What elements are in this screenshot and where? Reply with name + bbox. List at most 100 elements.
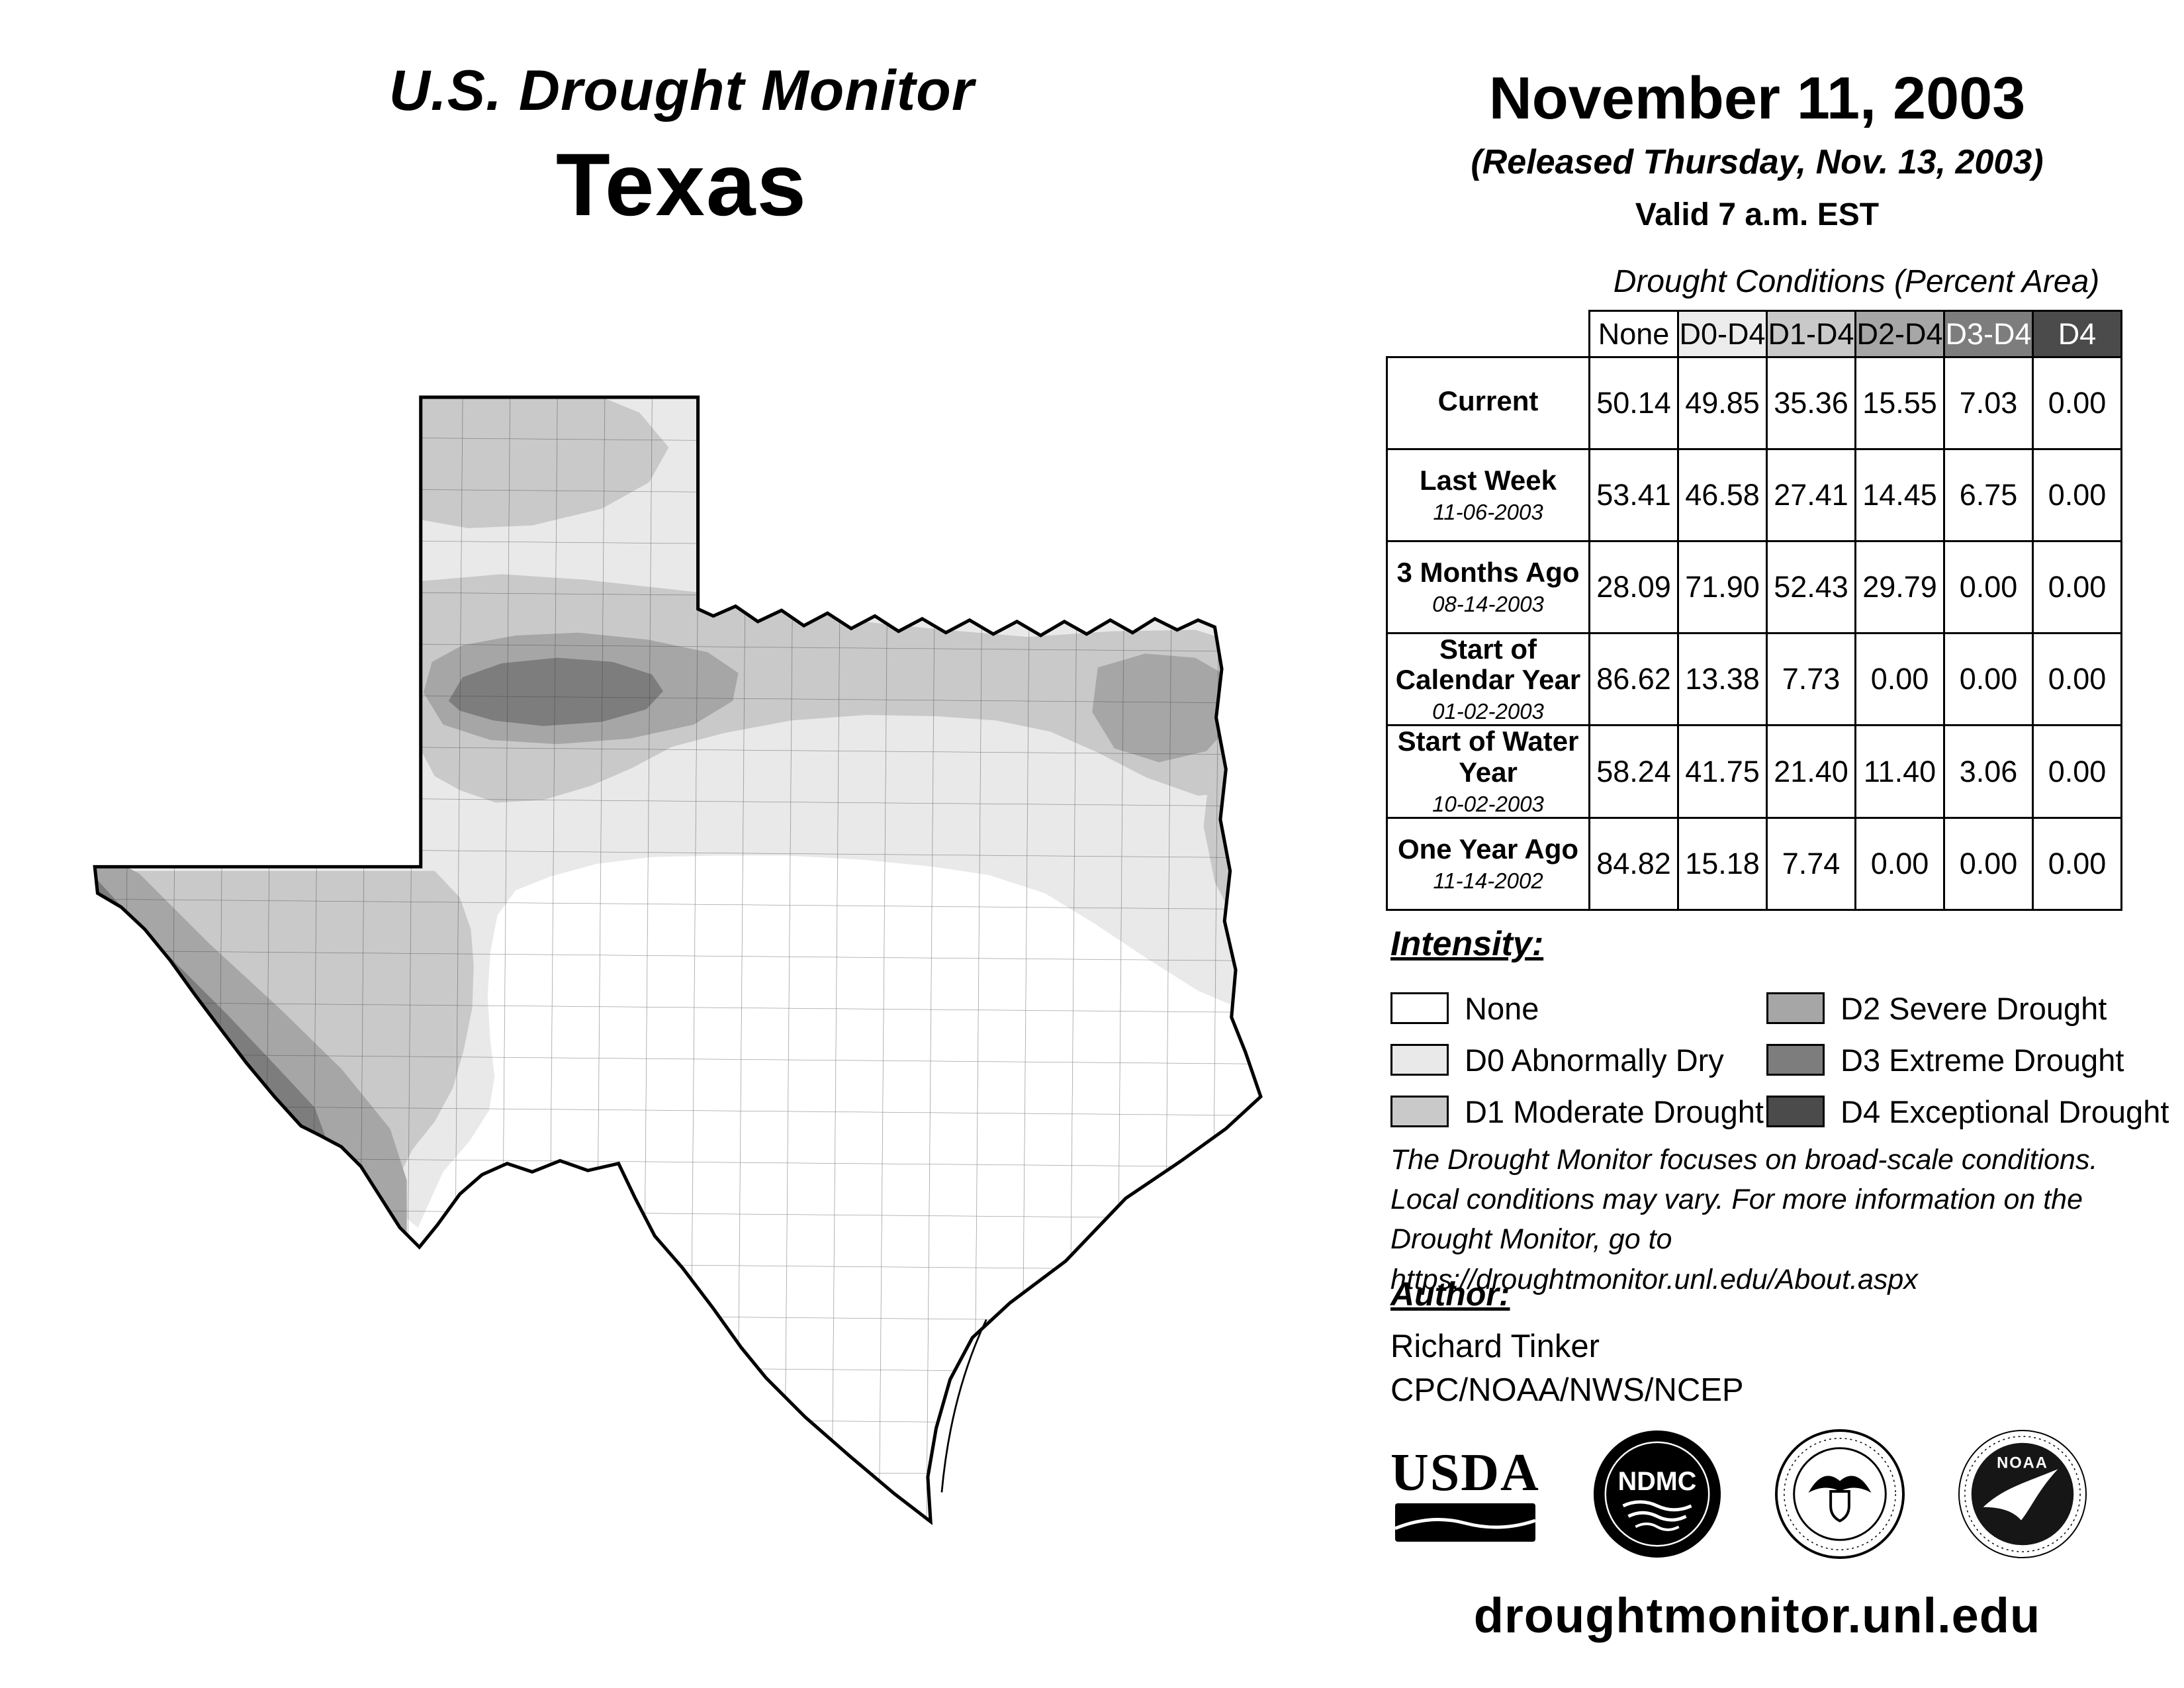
value-cell: 0.00 (2032, 448, 2122, 542)
legend-label: D1 Moderate Drought (1465, 1094, 1764, 1129)
region-title: Texas (555, 136, 807, 234)
noaa-logo: NOAA (1958, 1429, 2087, 1559)
value-cell: 6.75 (1943, 448, 2034, 542)
author-heading: Author: (1390, 1276, 1510, 1313)
legend-label: D2 Severe Drought (1841, 990, 2107, 1026)
texas-outline (93, 395, 1263, 1526)
report-title: U.S. Drought Monitor (388, 59, 975, 122)
value-cell: 0.00 (2032, 816, 2122, 911)
row-label: One Year Ago (1397, 833, 1579, 865)
usda-logo-field (1394, 1503, 1535, 1542)
value-cell: 0.00 (1943, 632, 2034, 727)
legend-item-d3: D3 Extreme Drought (1766, 1042, 2142, 1078)
intensity-items: None D2 Severe Drought D0 Abnormally Dry… (1390, 982, 2169, 1137)
col-header-d3d4: D3-D4 (1943, 310, 2034, 358)
intensity-legend: Intensity: None D2 Severe Drought D0 Abn… (1390, 924, 2169, 1137)
disclaimer-line-2: Local conditions may vary. For more info… (1390, 1184, 2083, 1216)
row-date: 11-06-2003 (1433, 500, 1543, 525)
disclaimer-text: The Drought Monitor focuses on broad-sca… (1390, 1140, 2184, 1299)
author-name: Richard Tinker (1390, 1329, 1600, 1364)
disclaimer-line-3: Drought Monitor, go to https://droughtmo… (1390, 1223, 1918, 1295)
commerce-seal-logo (1774, 1429, 1905, 1560)
table-row-3-months-ago: 3 Months Ago 08-14-2003 28.09 71.90 52.4… (1386, 540, 2122, 634)
noaa-logo-text: NOAA (1997, 1454, 2048, 1472)
legend-label: D0 Abnormally Dry (1465, 1042, 1724, 1078)
ndmc-logo: NDMC (1593, 1430, 1721, 1558)
value-cell: 3.06 (1943, 724, 2034, 819)
table-row-start-calendar-year: Start of Calendar Year 01-02-2003 86.62 … (1386, 632, 2122, 727)
usda-logo-text: USDA (1390, 1444, 1540, 1502)
table-caption: Drought Conditions (Percent Area) (1613, 264, 2100, 299)
value-cell: 41.75 (1677, 724, 1768, 819)
value-cell: 53.41 (1588, 448, 1679, 542)
legend-swatch-d3 (1766, 1044, 1825, 1076)
row-label: Last Week (1420, 464, 1557, 496)
value-cell: 21.40 (1766, 724, 1856, 819)
released-date: (Released Thursday, Nov. 13, 2003) (1471, 143, 2044, 181)
author-block: Author: Richard Tinker CPC/NOAA/NWS/NCEP (1390, 1275, 1744, 1409)
value-cell: 0.00 (1854, 632, 1945, 727)
value-cell: 49.85 (1677, 356, 1768, 450)
row-label: 3 Months Ago (1396, 556, 1580, 588)
legend-item-d1: D1 Moderate Drought (1390, 1094, 1766, 1130)
value-cell: 71.90 (1677, 540, 1768, 634)
row-label: Start of Water Year (1397, 726, 1579, 788)
legend-item-d2: D2 Severe Drought (1766, 990, 2142, 1027)
row-date: 11-14-2002 (1433, 868, 1543, 893)
value-cell: 11.40 (1854, 724, 1945, 819)
shield-icon (1829, 1490, 1850, 1523)
value-cell: 14.45 (1854, 448, 1945, 542)
col-header-d2d4: D2-D4 (1854, 310, 1945, 358)
usda-logo: USDA (1390, 1446, 1540, 1542)
ndmc-logo-text: NDMC (1617, 1467, 1696, 1496)
row-date: 08-14-2003 (1432, 592, 1544, 617)
value-cell: 84.82 (1588, 816, 1679, 911)
legend-swatch-d1 (1390, 1096, 1449, 1127)
legend-label: None (1465, 990, 1539, 1026)
row-date: 10-02-2003 (1432, 791, 1544, 816)
table-header-row: None D0-D4 D1-D4 D2-D4 D3-D4 D4 (1387, 310, 2122, 358)
legend-item-d4: D4 Exceptional Drought (1766, 1094, 2169, 1130)
value-cell: 15.18 (1677, 816, 1768, 911)
texas-drought-map (93, 395, 1263, 1526)
value-cell: 0.00 (1943, 540, 2034, 634)
table-row-one-year-ago: One Year Ago 11-14-2002 84.82 15.18 7.74… (1386, 816, 2122, 911)
value-cell: 7.03 (1943, 356, 2034, 450)
value-cell: 50.14 (1588, 356, 1679, 450)
eagle-icon (1808, 1476, 1872, 1493)
value-cell: 27.41 (1766, 448, 1856, 542)
legend-item-none: None (1390, 990, 1766, 1027)
col-header-d1d4: D1-D4 (1766, 310, 1856, 358)
table-row-current: Current 50.14 49.85 35.36 15.55 7.03 0.0… (1386, 356, 2122, 450)
legend-label: D3 Extreme Drought (1841, 1042, 2124, 1078)
col-header-d4: D4 (2032, 310, 2122, 358)
map-title-block: U.S. Drought Monitor Texas (285, 58, 1079, 236)
value-cell: 0.00 (1854, 816, 1945, 911)
value-cell: 86.62 (1588, 632, 1679, 727)
author-organization: CPC/NOAA/NWS/NCEP (1390, 1372, 1744, 1408)
agency-logos: USDA NDMC NOAA (1390, 1429, 2088, 1560)
value-cell: 58.24 (1588, 724, 1679, 819)
legend-swatch-d4 (1766, 1096, 1825, 1127)
legend-swatch-d0 (1390, 1044, 1449, 1076)
date-block: November 11, 2003 (Released Thursday, No… (1396, 65, 2118, 233)
value-cell: 52.43 (1766, 540, 1856, 634)
value-cell: 0.00 (2032, 356, 2122, 450)
barrier-island (940, 1319, 987, 1493)
value-cell: 15.55 (1854, 356, 1945, 450)
drought-conditions-table: None D0-D4 D1-D4 D2-D4 D3-D4 D4 Current … (1386, 310, 2122, 911)
valid-time: Valid 7 a.m. EST (1635, 197, 1880, 232)
value-cell: 7.74 (1766, 816, 1856, 911)
map-date: November 11, 2003 (1488, 66, 2026, 132)
col-header-d0d4: D0-D4 (1677, 310, 1768, 358)
value-cell: 28.09 (1588, 540, 1679, 634)
legend-swatch-none (1390, 992, 1449, 1024)
col-header-none: None (1588, 310, 1679, 358)
value-cell: 0.00 (2032, 632, 2122, 727)
seagull-icon (1983, 1469, 2058, 1521)
website-url: droughtmonitor.unl.edu (1473, 1588, 2041, 1643)
legend-item-d0: D0 Abnormally Dry (1390, 1042, 1766, 1078)
value-cell: 29.79 (1854, 540, 1945, 634)
value-cell: 0.00 (1943, 816, 2034, 911)
